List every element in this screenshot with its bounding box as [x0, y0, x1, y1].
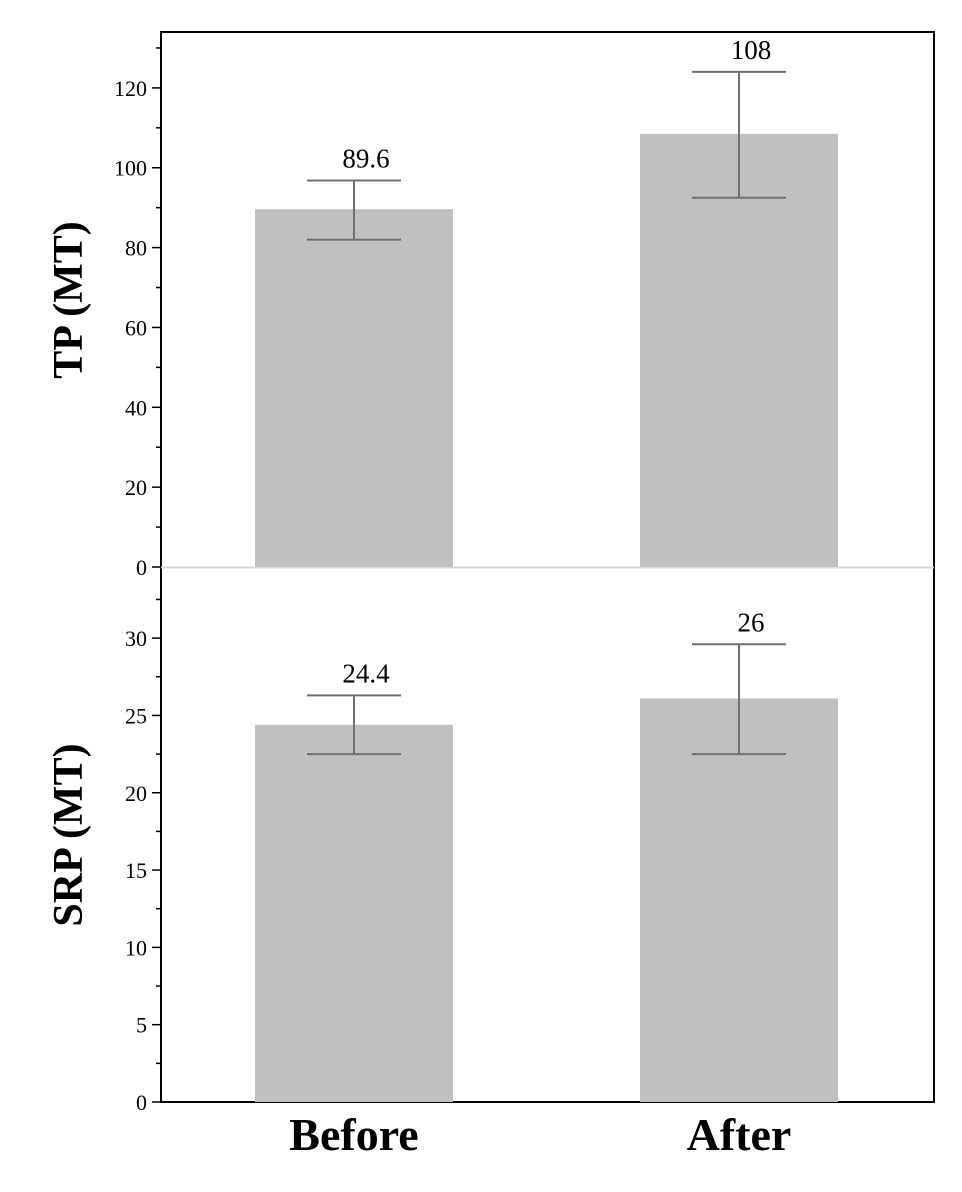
y-tick-label-top: 60: [125, 315, 147, 340]
y-axis-title-top: TP (MT): [46, 221, 92, 378]
y-tick-label-top: 40: [125, 395, 147, 420]
y-tick-label-bottom: 20: [125, 781, 147, 806]
bar-bottom-before: [255, 724, 453, 1102]
bar-bottom-after: [640, 698, 838, 1102]
y-tick-label-top: 80: [125, 236, 147, 261]
y-tick-label-bottom: 0: [136, 1090, 147, 1115]
x-category-label-before: Before: [289, 1109, 418, 1160]
y-tick-label-bottom: 5: [136, 1013, 147, 1038]
y-tick-label-bottom: 30: [125, 626, 147, 651]
bar-top-before: [255, 209, 453, 567]
y-tick-label-bottom: 25: [125, 703, 147, 728]
y-tick-label-top: 0: [136, 555, 147, 580]
data-label-bottom-before: 24.4: [342, 658, 390, 688]
data-label-top-before: 89.6: [342, 144, 389, 174]
y-tick-label-top: 20: [125, 475, 147, 500]
x-category-label-after: After: [687, 1109, 792, 1160]
bar-top-after: [640, 133, 838, 568]
y-tick-label-bottom: 10: [125, 935, 147, 960]
y-tick-label-top: 100: [114, 156, 147, 181]
data-label-bottom-after: 26: [738, 607, 765, 637]
y-tick-label-top: 120: [114, 76, 147, 101]
y-tick-label-bottom: 15: [125, 858, 147, 883]
chart-marks: 0 20 40 60 80 100 120 89.6 108 0 5 10 15 20 25 30 24.4 26: [114, 35, 838, 1115]
y-axis-title-bottom: SRP (MT): [46, 743, 92, 926]
data-label-top-after: 108: [731, 35, 772, 65]
